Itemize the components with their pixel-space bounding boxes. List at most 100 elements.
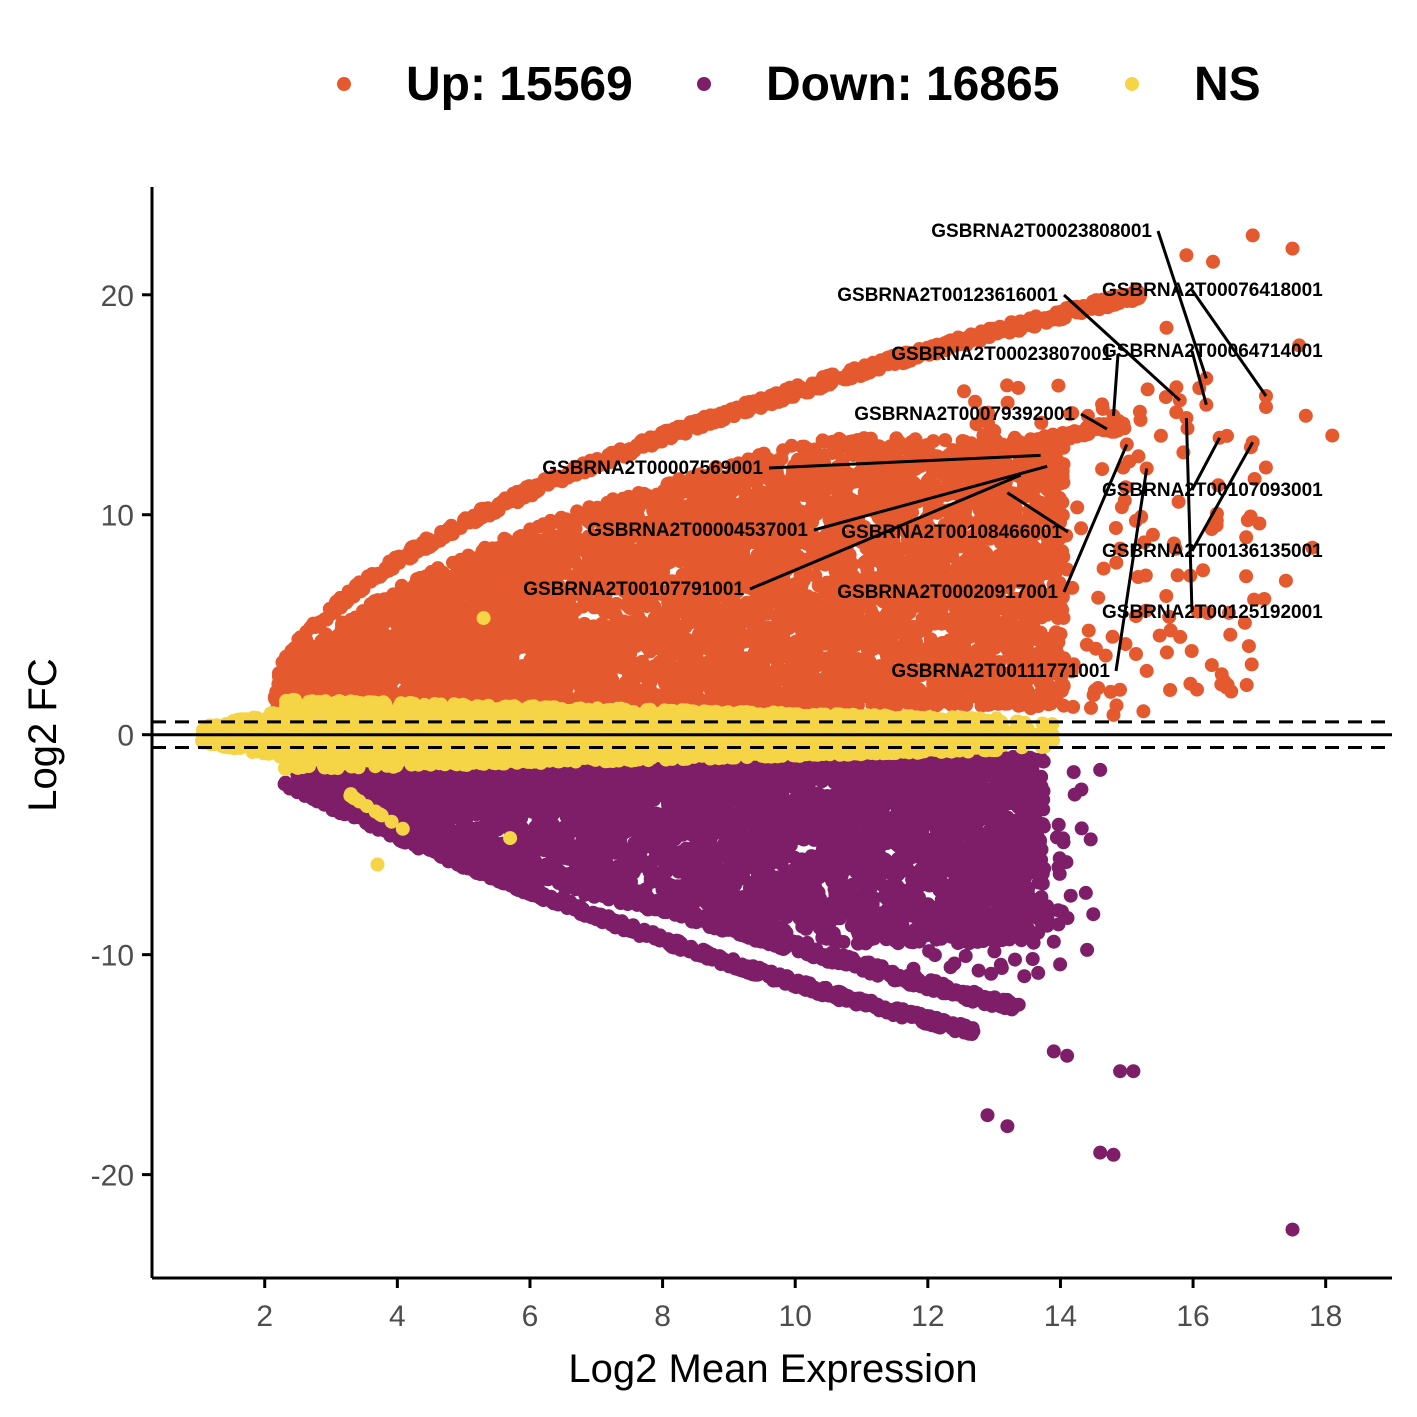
point-up [903, 553, 918, 568]
point-up [563, 614, 578, 628]
point-up [813, 448, 828, 463]
point-up [877, 484, 892, 499]
point-up [833, 565, 848, 580]
point-up [417, 676, 432, 691]
point-up [641, 661, 656, 675]
point-up [954, 628, 969, 643]
point-up [475, 544, 490, 559]
legend-item-up: Up: 15569 [337, 52, 633, 116]
point-up [765, 627, 780, 642]
point-up [714, 477, 729, 491]
point-up [397, 684, 412, 698]
point-up [718, 603, 733, 618]
point-up [1034, 610, 1049, 625]
legend-item-down: Down: 16865 [697, 52, 1059, 116]
point-up [785, 462, 800, 477]
point-up [1005, 548, 1020, 563]
point-up [793, 504, 808, 519]
point-up [797, 573, 811, 587]
point-up [774, 580, 789, 595]
point-up [386, 673, 401, 687]
point-up [797, 439, 812, 454]
point-up [807, 543, 822, 558]
legend-ns-dot-icon [1125, 77, 1139, 91]
point-up [1051, 469, 1066, 484]
point-up [705, 608, 720, 623]
point-up [783, 682, 798, 697]
point-up [572, 509, 587, 524]
point-up [699, 672, 714, 686]
point-up [821, 505, 835, 520]
point-up [851, 682, 866, 697]
point-up [389, 660, 404, 675]
point-up [498, 532, 513, 547]
point-up [866, 666, 881, 681]
point-up [1022, 549, 1036, 564]
point-up [567, 667, 582, 682]
point-up [726, 669, 741, 684]
point-up [897, 637, 912, 651]
point-up [711, 560, 725, 575]
point-up [755, 561, 769, 575]
point-up [629, 639, 644, 654]
point-up [714, 546, 729, 561]
point-up [663, 542, 678, 557]
point-up [421, 630, 436, 645]
series-up [267, 228, 1340, 722]
point-up [891, 554, 906, 569]
points-layer [195, 228, 1340, 1237]
point-up [396, 630, 411, 645]
point-up [1017, 615, 1032, 630]
point-up [430, 561, 445, 576]
point-up [579, 674, 594, 688]
legend-ns-label: NS [1194, 57, 1261, 111]
point-up [752, 647, 767, 662]
point-up [440, 651, 455, 666]
legend-down-dot-icon [697, 77, 711, 91]
point-up [926, 434, 941, 449]
point-up [542, 643, 557, 658]
point-up [503, 611, 518, 626]
legend-up-dot-icon [337, 77, 351, 91]
point-up [724, 559, 739, 573]
point-up [934, 543, 949, 557]
point-up [453, 671, 468, 686]
point-up [854, 614, 869, 629]
point-up [665, 493, 680, 508]
point-up [894, 488, 909, 503]
legend-up-label: Up: 15569 [406, 57, 633, 111]
point-up [413, 657, 428, 671]
point-up [889, 431, 904, 446]
point-up [798, 637, 813, 652]
point-up [359, 655, 374, 670]
point-up [856, 442, 871, 457]
point-up [446, 555, 460, 570]
legend-item-ns: NS [1125, 52, 1261, 116]
point-up [660, 478, 675, 493]
point-up [806, 529, 821, 544]
point-up [693, 551, 708, 566]
point-up [840, 644, 855, 659]
point-up [908, 433, 923, 448]
point-up [792, 617, 807, 632]
legend: Up: 15569 Down: 16865 NS [0, 52, 1417, 116]
point-up [699, 658, 714, 673]
point-up [676, 650, 691, 665]
point-up [777, 599, 792, 613]
point-up [587, 653, 602, 668]
point-up [699, 483, 714, 498]
point-up [658, 661, 673, 676]
point-up [463, 632, 478, 647]
point-up [859, 553, 874, 568]
point-up [1033, 567, 1048, 582]
point-up [817, 434, 832, 449]
point-up [536, 517, 551, 532]
point-up [623, 615, 638, 630]
point-up [682, 663, 697, 678]
point-up [597, 557, 612, 572]
point-up [896, 541, 911, 556]
point-up [714, 619, 729, 634]
point-up [435, 674, 450, 689]
legend-down-label: Down: 16865 [766, 57, 1060, 111]
